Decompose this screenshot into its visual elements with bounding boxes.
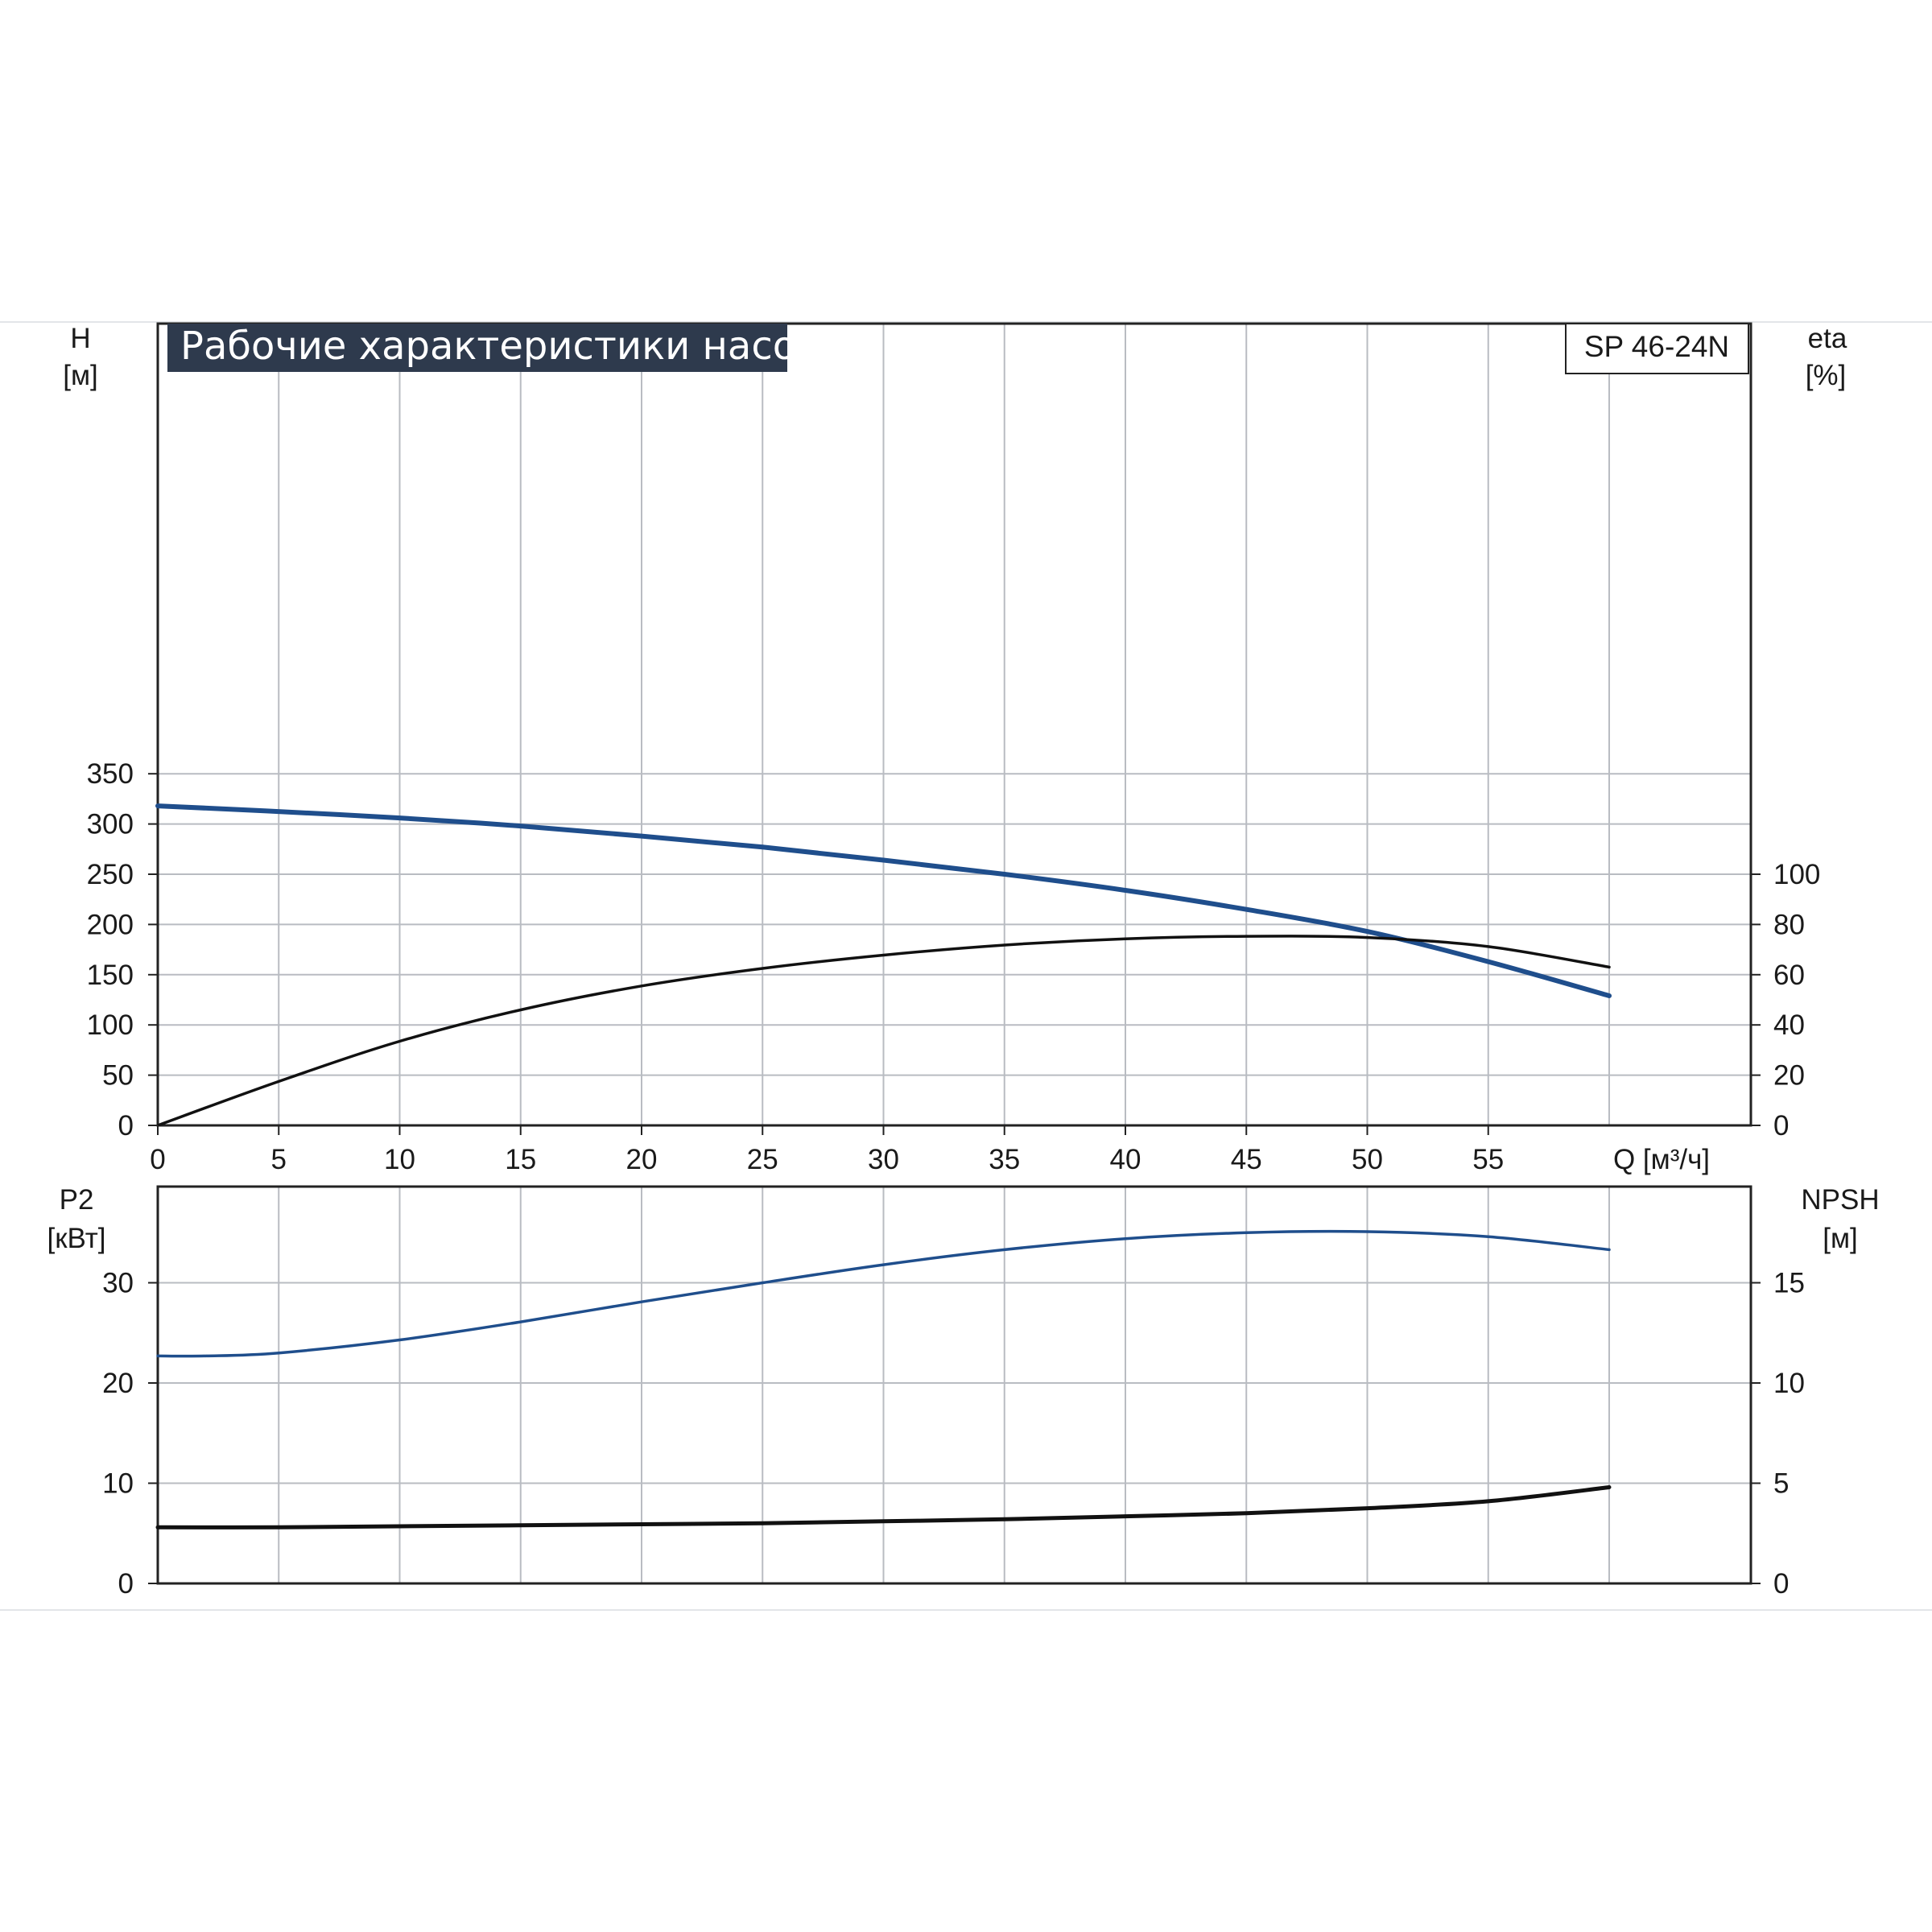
head-tick-label: 200 bbox=[87, 909, 134, 940]
x-tick-label: 50 bbox=[1352, 1144, 1383, 1175]
npsh-axis-unit: [м] bbox=[1823, 1223, 1858, 1254]
eta-tick-label: 100 bbox=[1773, 859, 1820, 890]
x-tick-label: 10 bbox=[384, 1144, 415, 1175]
flow-axis-ticks: 0 5 10 15 20 25 30 35 40 45 50 55 bbox=[150, 1125, 1504, 1175]
x-tick-label: 5 bbox=[271, 1144, 287, 1175]
power-axis-title: P2 bbox=[60, 1184, 94, 1216]
x-tick-label: 40 bbox=[1110, 1144, 1141, 1175]
power-axis-unit: [кВт] bbox=[47, 1223, 106, 1254]
eta-tick-label: 80 bbox=[1773, 909, 1805, 940]
eta-tick-label: 40 bbox=[1773, 1009, 1805, 1041]
x-tick-label: 25 bbox=[747, 1144, 778, 1175]
x-tick-label: 55 bbox=[1472, 1144, 1504, 1175]
head-tick-label: 150 bbox=[87, 960, 134, 991]
x-tick-label: 35 bbox=[989, 1144, 1020, 1175]
npsh-axis-ticks: 0 5 10 15 bbox=[1751, 1268, 1805, 1600]
head-axis-title: H bbox=[70, 323, 90, 354]
efficiency-curve bbox=[156, 935, 1611, 1127]
head-axis-unit: [м] bbox=[63, 360, 98, 391]
efficiency-axis-title: eta bbox=[1808, 323, 1847, 354]
efficiency-axis-unit: [%] bbox=[1806, 360, 1847, 391]
model-box bbox=[1565, 323, 1749, 374]
bottom-curves bbox=[155, 1229, 1612, 1530]
power-npsh-plot: 0 10 20 30 0 5 10 15 P2 [кВт] NPSH [м] bbox=[47, 1184, 1880, 1600]
npsh-tick-label: 0 bbox=[1773, 1568, 1789, 1600]
head-axis-ticks: 0 50 100 150 200 250 300 350 bbox=[87, 758, 158, 1141]
model-label: SP 46-24N bbox=[1584, 330, 1729, 363]
flow-axis-title: Q [м³/ч] bbox=[1613, 1144, 1710, 1175]
power-axis-ticks: 0 10 20 30 bbox=[102, 1268, 158, 1600]
bottom-grid bbox=[158, 1187, 1751, 1583]
npsh-tick-label: 5 bbox=[1773, 1468, 1789, 1500]
head-tick-label: 250 bbox=[87, 859, 134, 890]
power-tick-label: 10 bbox=[102, 1468, 134, 1500]
head-tick-label: 0 bbox=[118, 1110, 134, 1141]
head-tick-label: 100 bbox=[87, 1009, 134, 1041]
x-tick-label: 45 bbox=[1231, 1144, 1262, 1175]
x-tick-label: 15 bbox=[505, 1144, 536, 1175]
head-tick-label: 50 bbox=[102, 1060, 134, 1092]
top-plot-frame bbox=[156, 322, 1752, 1127]
x-tick-label: 0 bbox=[150, 1144, 165, 1175]
chart-title: Рабочие характеристики насоса bbox=[180, 324, 841, 369]
head-efficiency-plot: 0 50 100 150 200 250 300 350 0 20 40 60 80 100 0 5 10 1… bbox=[63, 322, 1847, 1175]
x-tick-label: 20 bbox=[626, 1144, 658, 1175]
npsh-tick-label: 15 bbox=[1773, 1268, 1805, 1299]
power-curve bbox=[156, 1229, 1611, 1358]
head-curve bbox=[155, 803, 1612, 998]
head-tick-label: 300 bbox=[87, 809, 134, 840]
efficiency-axis-ticks: 0 20 40 60 80 100 bbox=[1751, 859, 1820, 1141]
head-tick-label: 350 bbox=[87, 758, 134, 790]
eta-tick-label: 0 bbox=[1773, 1110, 1789, 1141]
eta-tick-label: 20 bbox=[1773, 1060, 1805, 1092]
top-grid bbox=[158, 324, 1751, 1125]
power-tick-label: 0 bbox=[118, 1568, 134, 1600]
eta-tick-label: 60 bbox=[1773, 960, 1805, 991]
power-tick-label: 20 bbox=[102, 1368, 134, 1399]
top-curves bbox=[155, 803, 1612, 1127]
npsh-curve bbox=[155, 1485, 1612, 1530]
npsh-tick-label: 10 bbox=[1773, 1368, 1805, 1399]
power-tick-label: 30 bbox=[102, 1268, 134, 1299]
bottom-plot-frame bbox=[156, 1185, 1752, 1585]
title-banner bbox=[167, 324, 787, 372]
x-tick-label: 30 bbox=[868, 1144, 899, 1175]
npsh-axis-title: NPSH bbox=[1801, 1184, 1879, 1216]
